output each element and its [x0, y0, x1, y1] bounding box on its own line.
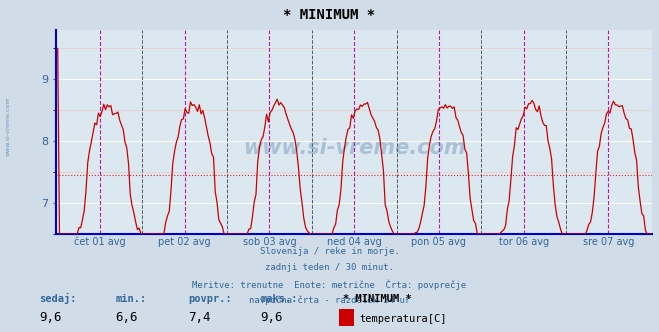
- Text: 9,6: 9,6: [40, 311, 62, 324]
- Text: 9,6: 9,6: [260, 311, 283, 324]
- Text: 6,6: 6,6: [115, 311, 138, 324]
- Text: www.si-vreme.com: www.si-vreme.com: [5, 96, 11, 156]
- Text: min.:: min.:: [115, 294, 146, 304]
- Text: temperatura[C]: temperatura[C]: [359, 314, 447, 324]
- Text: Slovenija / reke in morje.: Slovenija / reke in morje.: [260, 247, 399, 256]
- Text: maks.:: maks.:: [260, 294, 298, 304]
- Text: * MINIMUM *: * MINIMUM *: [283, 8, 376, 22]
- Text: navpična črta - razdelek 24 ur: navpična črta - razdelek 24 ur: [249, 295, 410, 305]
- Text: sedaj:: sedaj:: [40, 293, 77, 304]
- Text: www.si-vreme.com: www.si-vreme.com: [243, 138, 465, 158]
- Text: * MINIMUM *: * MINIMUM *: [343, 294, 411, 304]
- Text: povpr.:: povpr.:: [188, 294, 231, 304]
- Text: 7,4: 7,4: [188, 311, 210, 324]
- Text: zadnji teden / 30 minut.: zadnji teden / 30 minut.: [265, 263, 394, 272]
- Text: Meritve: trenutne  Enote: metrične  Črta: povprečje: Meritve: trenutne Enote: metrične Črta: …: [192, 279, 467, 290]
